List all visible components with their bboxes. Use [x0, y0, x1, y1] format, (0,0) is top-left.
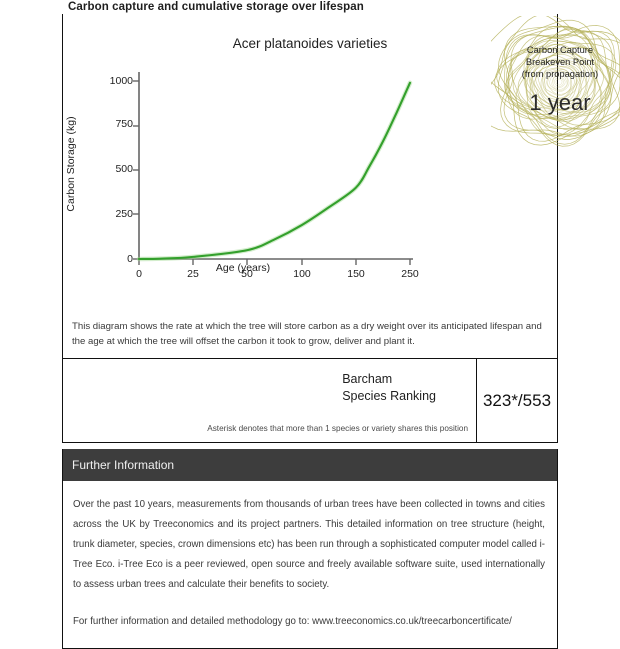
chart-xtick-25: 25	[187, 268, 199, 280]
chart-plot-area: Carbon Storage (kg) Age (years) 1000 750…	[63, 14, 423, 282]
further-information-header: Further Information	[62, 449, 558, 481]
further-information-paragraph-2: For further information and detailed met…	[73, 616, 512, 627]
badge-caption: Carbon Capture Breakeven Point (from pro…	[491, 44, 620, 81]
further-information-paragraph-1: Over the past 10 years, measurements fro…	[73, 499, 545, 590]
chart-y-axis-label: Carbon Storage (kg)	[65, 116, 77, 212]
ranking-label-cell: Barcham Species Ranking Asterisk denotes…	[63, 359, 477, 442]
chart-xtick-50: 50	[241, 268, 253, 280]
ranking-footnote: Asterisk denotes that more than 1 specie…	[207, 424, 468, 433]
chart-ytick-250: 250	[115, 208, 133, 220]
chart-xtick-100: 100	[293, 268, 311, 280]
chart-xtick-150: 150	[347, 268, 365, 280]
chart-xtick-0: 0	[136, 268, 142, 280]
chart-x-axis-label: Age (years)	[215, 262, 271, 274]
ranking-title: Barcham Species Ranking	[342, 371, 436, 405]
chart-ytick-0: 0	[127, 253, 133, 265]
chart-ytick-500: 500	[115, 163, 133, 175]
tree-rings-icon	[491, 16, 620, 147]
chart-ytick-750: 750	[115, 118, 133, 130]
certificate-page: Carbon capture and cumulative storage ov…	[62, 0, 620, 649]
chart-ytick-1000: 1000	[109, 75, 133, 87]
badge-line-3: (from propagation)	[521, 69, 599, 80]
section-heading: Carbon capture and cumulative storage ov…	[68, 1, 364, 13]
carbon-chart-panel: Acer platanoides varieties Carbon Storag…	[62, 14, 620, 310]
chart-xtick-250: 250	[401, 268, 419, 280]
breakeven-badge: Carbon Capture Breakeven Point (from pro…	[491, 16, 620, 150]
chart-svg	[133, 72, 413, 265]
ranking-title-line1: Barcham	[342, 372, 393, 386]
chart-caption: This diagram shows the rate at which the…	[62, 310, 558, 359]
further-information-body: Over the past 10 years, measurements fro…	[62, 481, 558, 649]
ranking-value: 323*/553	[482, 390, 552, 410]
species-ranking-row: Barcham Species Ranking Asterisk denotes…	[62, 359, 558, 443]
badge-line-1: Carbon Capture	[526, 45, 594, 55]
badge-line-2: Breakeven Point	[525, 57, 595, 68]
ranking-title-line2: Species Ranking	[342, 389, 436, 403]
chart-title: Acer platanoides varieties	[232, 36, 388, 51]
badge-value: 1 year	[529, 90, 591, 115]
